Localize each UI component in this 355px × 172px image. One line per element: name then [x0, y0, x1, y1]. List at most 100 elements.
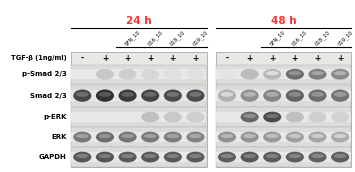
FancyBboxPatch shape — [71, 152, 207, 162]
FancyBboxPatch shape — [71, 65, 207, 84]
Ellipse shape — [263, 69, 281, 80]
Ellipse shape — [334, 134, 346, 138]
Ellipse shape — [76, 134, 89, 138]
Text: +: + — [292, 53, 298, 63]
Text: +: + — [192, 53, 198, 63]
Ellipse shape — [221, 134, 233, 138]
FancyBboxPatch shape — [216, 152, 351, 162]
Ellipse shape — [263, 112, 281, 122]
Ellipse shape — [141, 69, 159, 80]
Ellipse shape — [289, 154, 301, 158]
Ellipse shape — [186, 89, 204, 102]
Text: -: - — [225, 53, 229, 63]
Ellipse shape — [164, 69, 182, 80]
Ellipse shape — [144, 134, 157, 138]
Ellipse shape — [266, 71, 279, 75]
FancyBboxPatch shape — [71, 112, 207, 122]
Text: 019_10: 019_10 — [336, 29, 354, 47]
FancyBboxPatch shape — [216, 112, 351, 122]
Text: 016_10: 016_10 — [146, 29, 164, 47]
Text: +: + — [147, 53, 153, 63]
Ellipse shape — [266, 114, 279, 118]
Ellipse shape — [186, 132, 204, 142]
Ellipse shape — [99, 134, 111, 138]
Ellipse shape — [243, 114, 256, 118]
Ellipse shape — [186, 69, 204, 80]
Ellipse shape — [166, 92, 179, 97]
Ellipse shape — [141, 112, 159, 122]
Ellipse shape — [308, 69, 327, 80]
Ellipse shape — [119, 132, 137, 142]
Ellipse shape — [334, 154, 346, 158]
Ellipse shape — [119, 69, 137, 80]
Ellipse shape — [286, 132, 304, 142]
Ellipse shape — [121, 154, 134, 158]
Ellipse shape — [243, 92, 256, 97]
Ellipse shape — [166, 154, 179, 158]
Ellipse shape — [241, 112, 259, 122]
FancyBboxPatch shape — [71, 90, 207, 101]
Text: +: + — [269, 53, 275, 63]
Ellipse shape — [334, 71, 346, 75]
Ellipse shape — [308, 89, 327, 102]
Ellipse shape — [186, 152, 204, 162]
Ellipse shape — [311, 71, 324, 75]
Ellipse shape — [141, 152, 159, 162]
FancyBboxPatch shape — [216, 65, 351, 84]
Ellipse shape — [266, 154, 279, 158]
Ellipse shape — [331, 112, 349, 122]
FancyBboxPatch shape — [71, 132, 207, 142]
Ellipse shape — [289, 92, 301, 97]
Ellipse shape — [286, 89, 304, 102]
Text: +: + — [315, 53, 321, 63]
Ellipse shape — [286, 152, 304, 162]
FancyBboxPatch shape — [216, 52, 351, 167]
Ellipse shape — [96, 132, 114, 142]
Text: SFN_10: SFN_10 — [268, 29, 286, 47]
Ellipse shape — [164, 152, 182, 162]
Ellipse shape — [141, 132, 159, 142]
Ellipse shape — [221, 92, 233, 97]
Ellipse shape — [241, 132, 259, 142]
Ellipse shape — [186, 112, 204, 122]
FancyBboxPatch shape — [71, 69, 207, 79]
Ellipse shape — [218, 69, 236, 80]
FancyBboxPatch shape — [71, 52, 207, 167]
Ellipse shape — [263, 132, 281, 142]
Text: 019_10: 019_10 — [191, 29, 209, 47]
Ellipse shape — [308, 152, 327, 162]
Ellipse shape — [121, 92, 134, 97]
FancyBboxPatch shape — [216, 85, 351, 107]
Text: GAPDH: GAPDH — [39, 154, 67, 160]
Ellipse shape — [241, 69, 259, 80]
FancyBboxPatch shape — [71, 85, 207, 107]
Ellipse shape — [164, 89, 182, 102]
Ellipse shape — [308, 132, 327, 142]
Ellipse shape — [308, 112, 327, 122]
Text: 016_10: 016_10 — [291, 29, 308, 47]
Ellipse shape — [334, 92, 346, 97]
Ellipse shape — [99, 154, 111, 158]
Ellipse shape — [189, 92, 202, 97]
Text: p-ERK: p-ERK — [43, 114, 67, 120]
Ellipse shape — [289, 71, 301, 75]
Ellipse shape — [141, 89, 159, 102]
FancyBboxPatch shape — [71, 108, 207, 127]
Ellipse shape — [166, 134, 179, 138]
FancyBboxPatch shape — [216, 90, 351, 101]
Ellipse shape — [311, 92, 324, 97]
Ellipse shape — [99, 92, 111, 97]
FancyBboxPatch shape — [216, 108, 351, 127]
Ellipse shape — [121, 134, 134, 138]
Ellipse shape — [73, 152, 91, 162]
Ellipse shape — [263, 89, 281, 102]
Ellipse shape — [243, 134, 256, 138]
Ellipse shape — [331, 89, 349, 102]
Ellipse shape — [286, 112, 304, 122]
Ellipse shape — [289, 134, 301, 138]
Ellipse shape — [96, 152, 114, 162]
Ellipse shape — [144, 92, 157, 97]
Ellipse shape — [311, 154, 324, 158]
Ellipse shape — [164, 132, 182, 142]
Text: Smad 2/3: Smad 2/3 — [30, 93, 67, 99]
